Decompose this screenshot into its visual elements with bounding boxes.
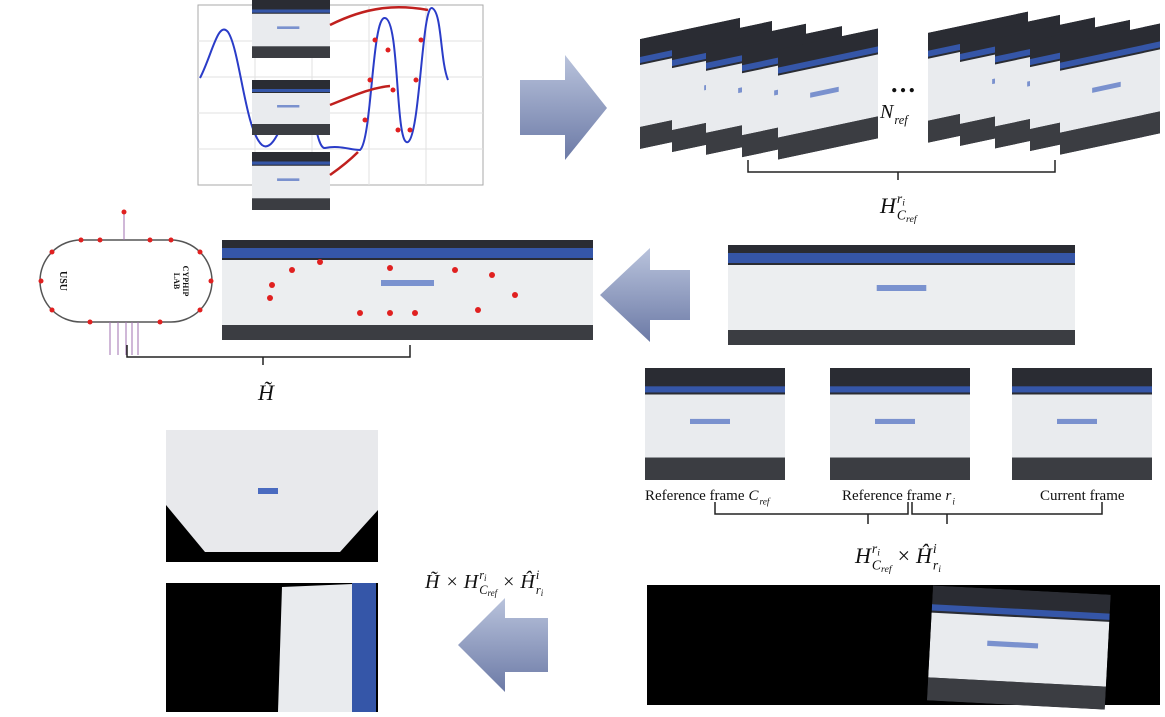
math-sup-index: i bbox=[877, 547, 880, 558]
math-sub-index: ref bbox=[487, 588, 498, 598]
rink-label: CYPHIP bbox=[181, 266, 190, 297]
math-sub: r bbox=[933, 558, 939, 573]
math-sub: i bbox=[952, 498, 955, 508]
math-symbol: H bbox=[879, 193, 897, 218]
arrow-left bbox=[458, 598, 548, 692]
math-symbol: H̃ bbox=[257, 380, 275, 405]
label-text: Reference frame bbox=[842, 488, 942, 504]
rink-label: USU bbox=[57, 271, 68, 291]
math-sub-index: ref bbox=[906, 214, 918, 225]
label-text: Reference frame bbox=[645, 488, 745, 504]
math-symbol: Ĥ bbox=[519, 570, 536, 593]
math-sub: C bbox=[897, 208, 907, 223]
math-sup: r bbox=[897, 191, 903, 206]
label-text: Current frame bbox=[1040, 488, 1125, 504]
math-sup: i bbox=[933, 541, 937, 556]
operator: × bbox=[898, 543, 910, 568]
math-sup-index: i bbox=[484, 573, 487, 583]
math-symbol: H̃ bbox=[424, 570, 441, 593]
math-sub-index: i bbox=[541, 588, 544, 598]
math-sub: ref bbox=[894, 113, 909, 127]
math-sup: i bbox=[536, 568, 540, 582]
math-symbol: Ĥ bbox=[915, 543, 933, 568]
math-sup: r bbox=[872, 541, 878, 556]
math-sup: r bbox=[479, 568, 484, 582]
math-symbol: C bbox=[749, 488, 760, 504]
arrow-right bbox=[520, 55, 607, 160]
math-symbol: r bbox=[946, 488, 952, 504]
math-sup-index: i bbox=[902, 197, 905, 208]
math-sub-index: i bbox=[938, 564, 941, 575]
math-sub: C bbox=[479, 583, 488, 597]
math-sub: r bbox=[536, 583, 541, 597]
math-symbol: H bbox=[854, 543, 872, 568]
math-symbol: H bbox=[463, 571, 480, 593]
arrow-left bbox=[600, 248, 690, 342]
math-sub-index: ref bbox=[881, 564, 893, 575]
math-symbol: N bbox=[879, 101, 895, 123]
brace bbox=[126, 345, 411, 365]
math-sub: ref bbox=[760, 497, 771, 508]
math-sub: C bbox=[872, 558, 882, 573]
rink-model bbox=[38, 209, 214, 355]
rink-label: LAB bbox=[172, 273, 181, 290]
brace bbox=[747, 160, 1056, 180]
operator: × bbox=[446, 571, 457, 593]
brace bbox=[714, 502, 1103, 524]
plot bbox=[197, 0, 484, 210]
ellipsis: … bbox=[890, 69, 916, 98]
operator: × bbox=[503, 571, 514, 593]
